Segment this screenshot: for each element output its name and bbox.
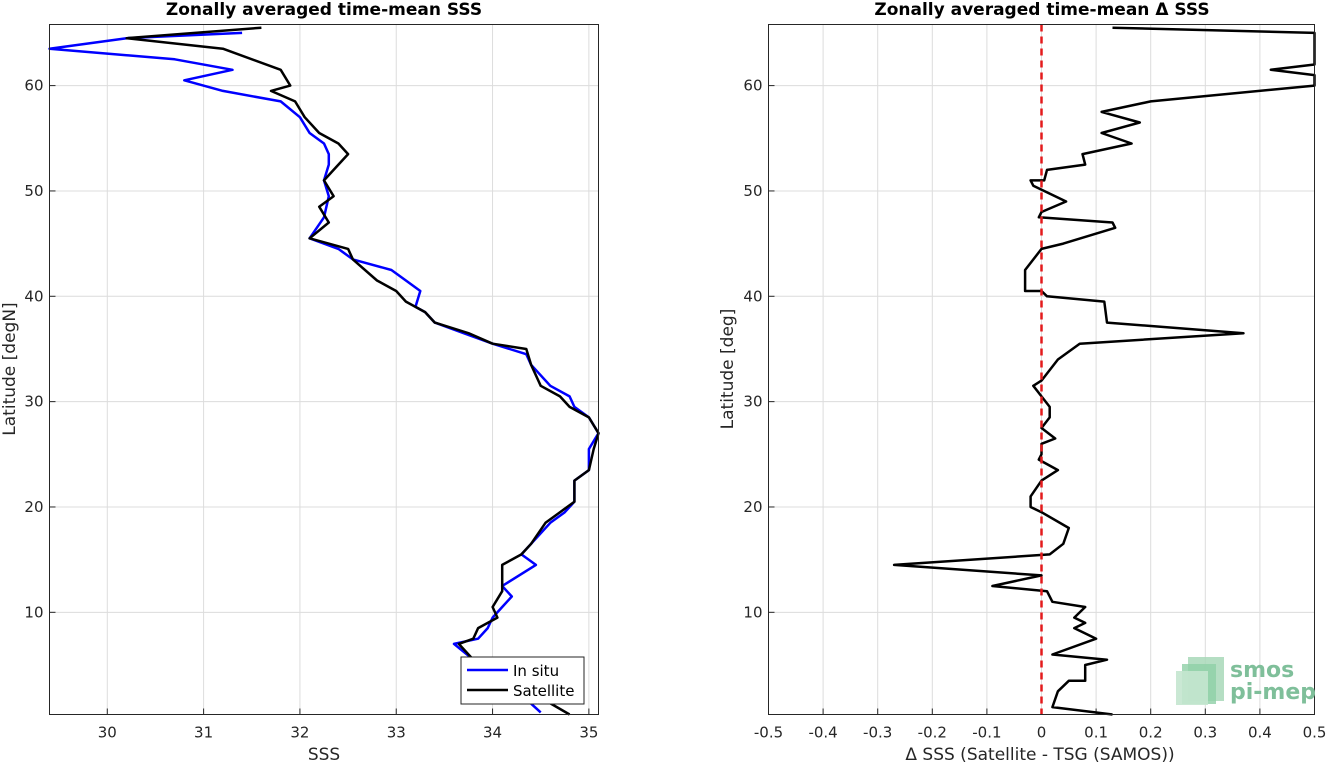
- smos-pi-mep-logo: smos pi-mep: [1176, 657, 1316, 705]
- x-tick-label: 0: [1037, 724, 1047, 742]
- x-tick-label: -0.5: [754, 724, 783, 742]
- axes-frame: [768, 24, 1315, 715]
- x-tick-labels: -0.5 -0.4 -0.3 -0.2 -0.1 0 0.1 0.2 0.3 0.4 0.5: [754, 724, 1327, 742]
- x-tick-label: 30: [98, 724, 117, 742]
- x-tick-label: 31: [194, 724, 213, 742]
- x-tick-labels: 30 31 32 33 34 35: [98, 724, 599, 742]
- y-tick-label: 40: [24, 287, 43, 305]
- y-tick-label: 30: [743, 393, 762, 411]
- chart-title: Zonally averaged time-mean SSS: [166, 0, 482, 20]
- series-line-satellite: [125, 26, 600, 716]
- chart-title: Zonally averaged time-mean Δ SSS: [874, 0, 1209, 20]
- x-axis-label: Δ SSS (Satellite - TSG (SAMOS)): [905, 745, 1174, 764]
- x-tick-label: -0.3: [863, 724, 892, 742]
- delta-sss-latitude-panel: -0.5 -0.4 -0.3 -0.2 -0.1 0 0.1 0.2 0.3 0.4 0.5 10 2…: [718, 0, 1326, 764]
- y-tick-label: 20: [24, 498, 43, 516]
- logo-text-smos: smos: [1230, 658, 1294, 683]
- axes-frame: [49, 24, 599, 715]
- y-tick-label: 50: [24, 182, 43, 200]
- y-tick-label: 40: [743, 287, 762, 305]
- x-tick-label: 33: [387, 724, 406, 742]
- y-tick-label: 20: [743, 498, 762, 516]
- logo-wave-front: [1176, 671, 1208, 705]
- legend: In situ Satellite: [460, 656, 585, 705]
- x-tick-label: -0.4: [808, 724, 837, 742]
- legend-label-satellite: Satellite: [513, 682, 574, 700]
- grid: [768, 24, 1315, 715]
- x-axis-label: SSS: [308, 745, 340, 764]
- series-line-delta-sss: [892, 26, 1316, 716]
- x-tick-label: -0.2: [918, 724, 947, 742]
- y-tick-label: 30: [24, 393, 43, 411]
- x-tick-label: 0.1: [1084, 724, 1108, 742]
- x-tick-label: 0.3: [1193, 724, 1217, 742]
- x-tick-label: 0.2: [1139, 724, 1163, 742]
- x-tick-label: 34: [483, 724, 502, 742]
- sss-latitude-panel: 30 31 32 33 34 35 10 20 30 40 50 60 Zonally averag…: [0, 0, 600, 764]
- y-tick-label: 60: [24, 77, 43, 95]
- y-tick-label: 60: [743, 77, 762, 95]
- grid: [49, 24, 599, 715]
- y-axis-label: Latitude [deg]: [718, 309, 738, 430]
- x-tick-label: 0.4: [1248, 724, 1272, 742]
- x-tick-label: 0.5: [1303, 724, 1327, 742]
- y-tick-labels: 10 20 30 40 50 60: [24, 77, 43, 622]
- legend-label-insitu: In situ: [513, 662, 559, 680]
- legend-box: [460, 656, 585, 705]
- plot-lines: [892, 24, 1316, 716]
- y-tick-label: 50: [743, 182, 762, 200]
- y-axis-label: Latitude [degN]: [0, 302, 20, 435]
- x-tick-label: 32: [290, 724, 309, 742]
- logo-text-pi-mep: pi-mep: [1230, 680, 1316, 705]
- y-tick-labels: 10 20 30 40 50 60: [743, 77, 762, 622]
- y-tick-label: 10: [743, 603, 762, 621]
- y-tick-label: 10: [24, 603, 43, 621]
- x-tick-label: -0.1: [972, 724, 1001, 742]
- plot-lines: [48, 26, 600, 716]
- x-tick-label: 35: [579, 724, 598, 742]
